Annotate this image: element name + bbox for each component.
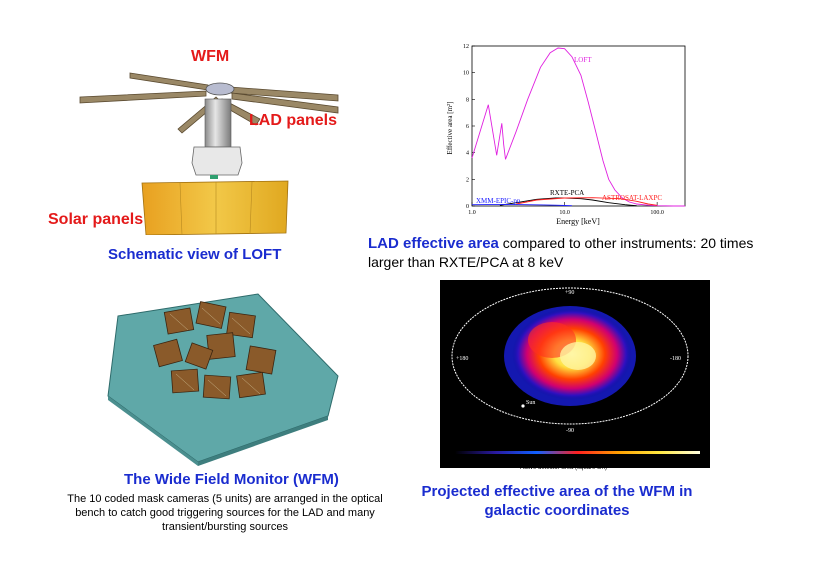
legend-rxte-pca: RXTE-PCA: [550, 189, 584, 197]
y-tick-label: 12: [463, 44, 469, 50]
legend-loft: LOFT: [574, 56, 592, 64]
wfm-title: The Wide Field Monitor (WFM): [124, 471, 339, 488]
colorbar-tick: 111: [625, 458, 635, 464]
colorbar-ticks: 16 32 48 63 79 95 111 127 143: [457, 458, 697, 464]
legend-xmm-epic-pn: XMM-EPIC-pn: [476, 197, 521, 205]
x-tick-label: 1.0: [468, 210, 476, 216]
colorbar-tick: 127: [655, 458, 666, 464]
y-tick-label: 2: [466, 177, 469, 183]
colorbar-tick: 143: [686, 458, 697, 464]
chart-y-axis-label: Effective area [m²]: [446, 102, 454, 155]
colorbar-tick: 48: [513, 458, 520, 464]
optical-bench-pillar: [204, 98, 232, 148]
colorbar-tick: 16: [457, 458, 464, 464]
x-tick-label: 100.0: [650, 210, 664, 216]
solar-panels: [141, 180, 289, 235]
wfm-projection-caption: Projected effective area of the WFM in g…: [421, 483, 693, 519]
colorbar-tick: 79: [569, 458, 576, 464]
sky-label-top: +90: [565, 290, 574, 296]
legend-astrosat-laxpc: ASTROSAT-LAXPC: [602, 194, 662, 202]
solar-panels-label: Solar panels: [48, 211, 144, 228]
coded-mask-cameras: [153, 301, 277, 400]
service-module: [191, 146, 243, 176]
effective-area-chart: 0 2 4 6 8 10 12 1.0 10.0 100.0 Energy [keV] Effe…: [446, 44, 686, 226]
wfm-description: The 10 coded mask cameras (5 units) are …: [67, 493, 383, 533]
chart-x-axis-label: Energy [keV]: [556, 217, 600, 226]
x-tick-label: 10.0: [559, 210, 570, 216]
y-tick-label: 0: [466, 204, 469, 210]
series-line-astrosat-laxpc: [516, 197, 658, 206]
sky-label-bottom: -90: [566, 428, 574, 434]
wfm-label: WFM: [191, 48, 230, 65]
sky-label-right: -180: [670, 356, 681, 362]
y-tick-label: 4: [466, 151, 469, 157]
wfm-hub: [205, 82, 235, 96]
sun-marker: [521, 404, 525, 408]
colorbar-tick: 32: [485, 458, 492, 464]
sky-label-left: +180: [456, 356, 468, 362]
lad-effective-area-caption: LAD effective area compared to other ins…: [368, 234, 788, 271]
sky-label-sun: Sun: [526, 400, 535, 406]
y-tick-label: 10: [463, 71, 469, 77]
series-line-xmm-epic-pn: [471, 203, 572, 207]
colorbar-tick: 95: [597, 458, 604, 464]
schematic-caption: Schematic view of LOFT: [108, 246, 282, 263]
loft-spacecraft-illustration: [79, 72, 339, 235]
colorbar-label: Active detector area (square cm): [520, 465, 608, 471]
y-tick-label: 6: [466, 124, 469, 130]
colorbar: [455, 451, 700, 454]
lad-caption-rest: compared to other instruments: 20 times …: [368, 235, 754, 270]
series-line-loft: [471, 47, 685, 207]
wfm-sky-map: +90 -90 +180 -180 Sun: [440, 280, 710, 468]
lad-panels-label: LAD panels: [249, 112, 338, 129]
lad-caption-bold: LAD effective area: [368, 235, 499, 252]
colorbar-tick: 63: [541, 458, 548, 464]
wfm-optical-bench-illustration: [107, 293, 339, 466]
y-tick-label: 8: [466, 97, 469, 103]
